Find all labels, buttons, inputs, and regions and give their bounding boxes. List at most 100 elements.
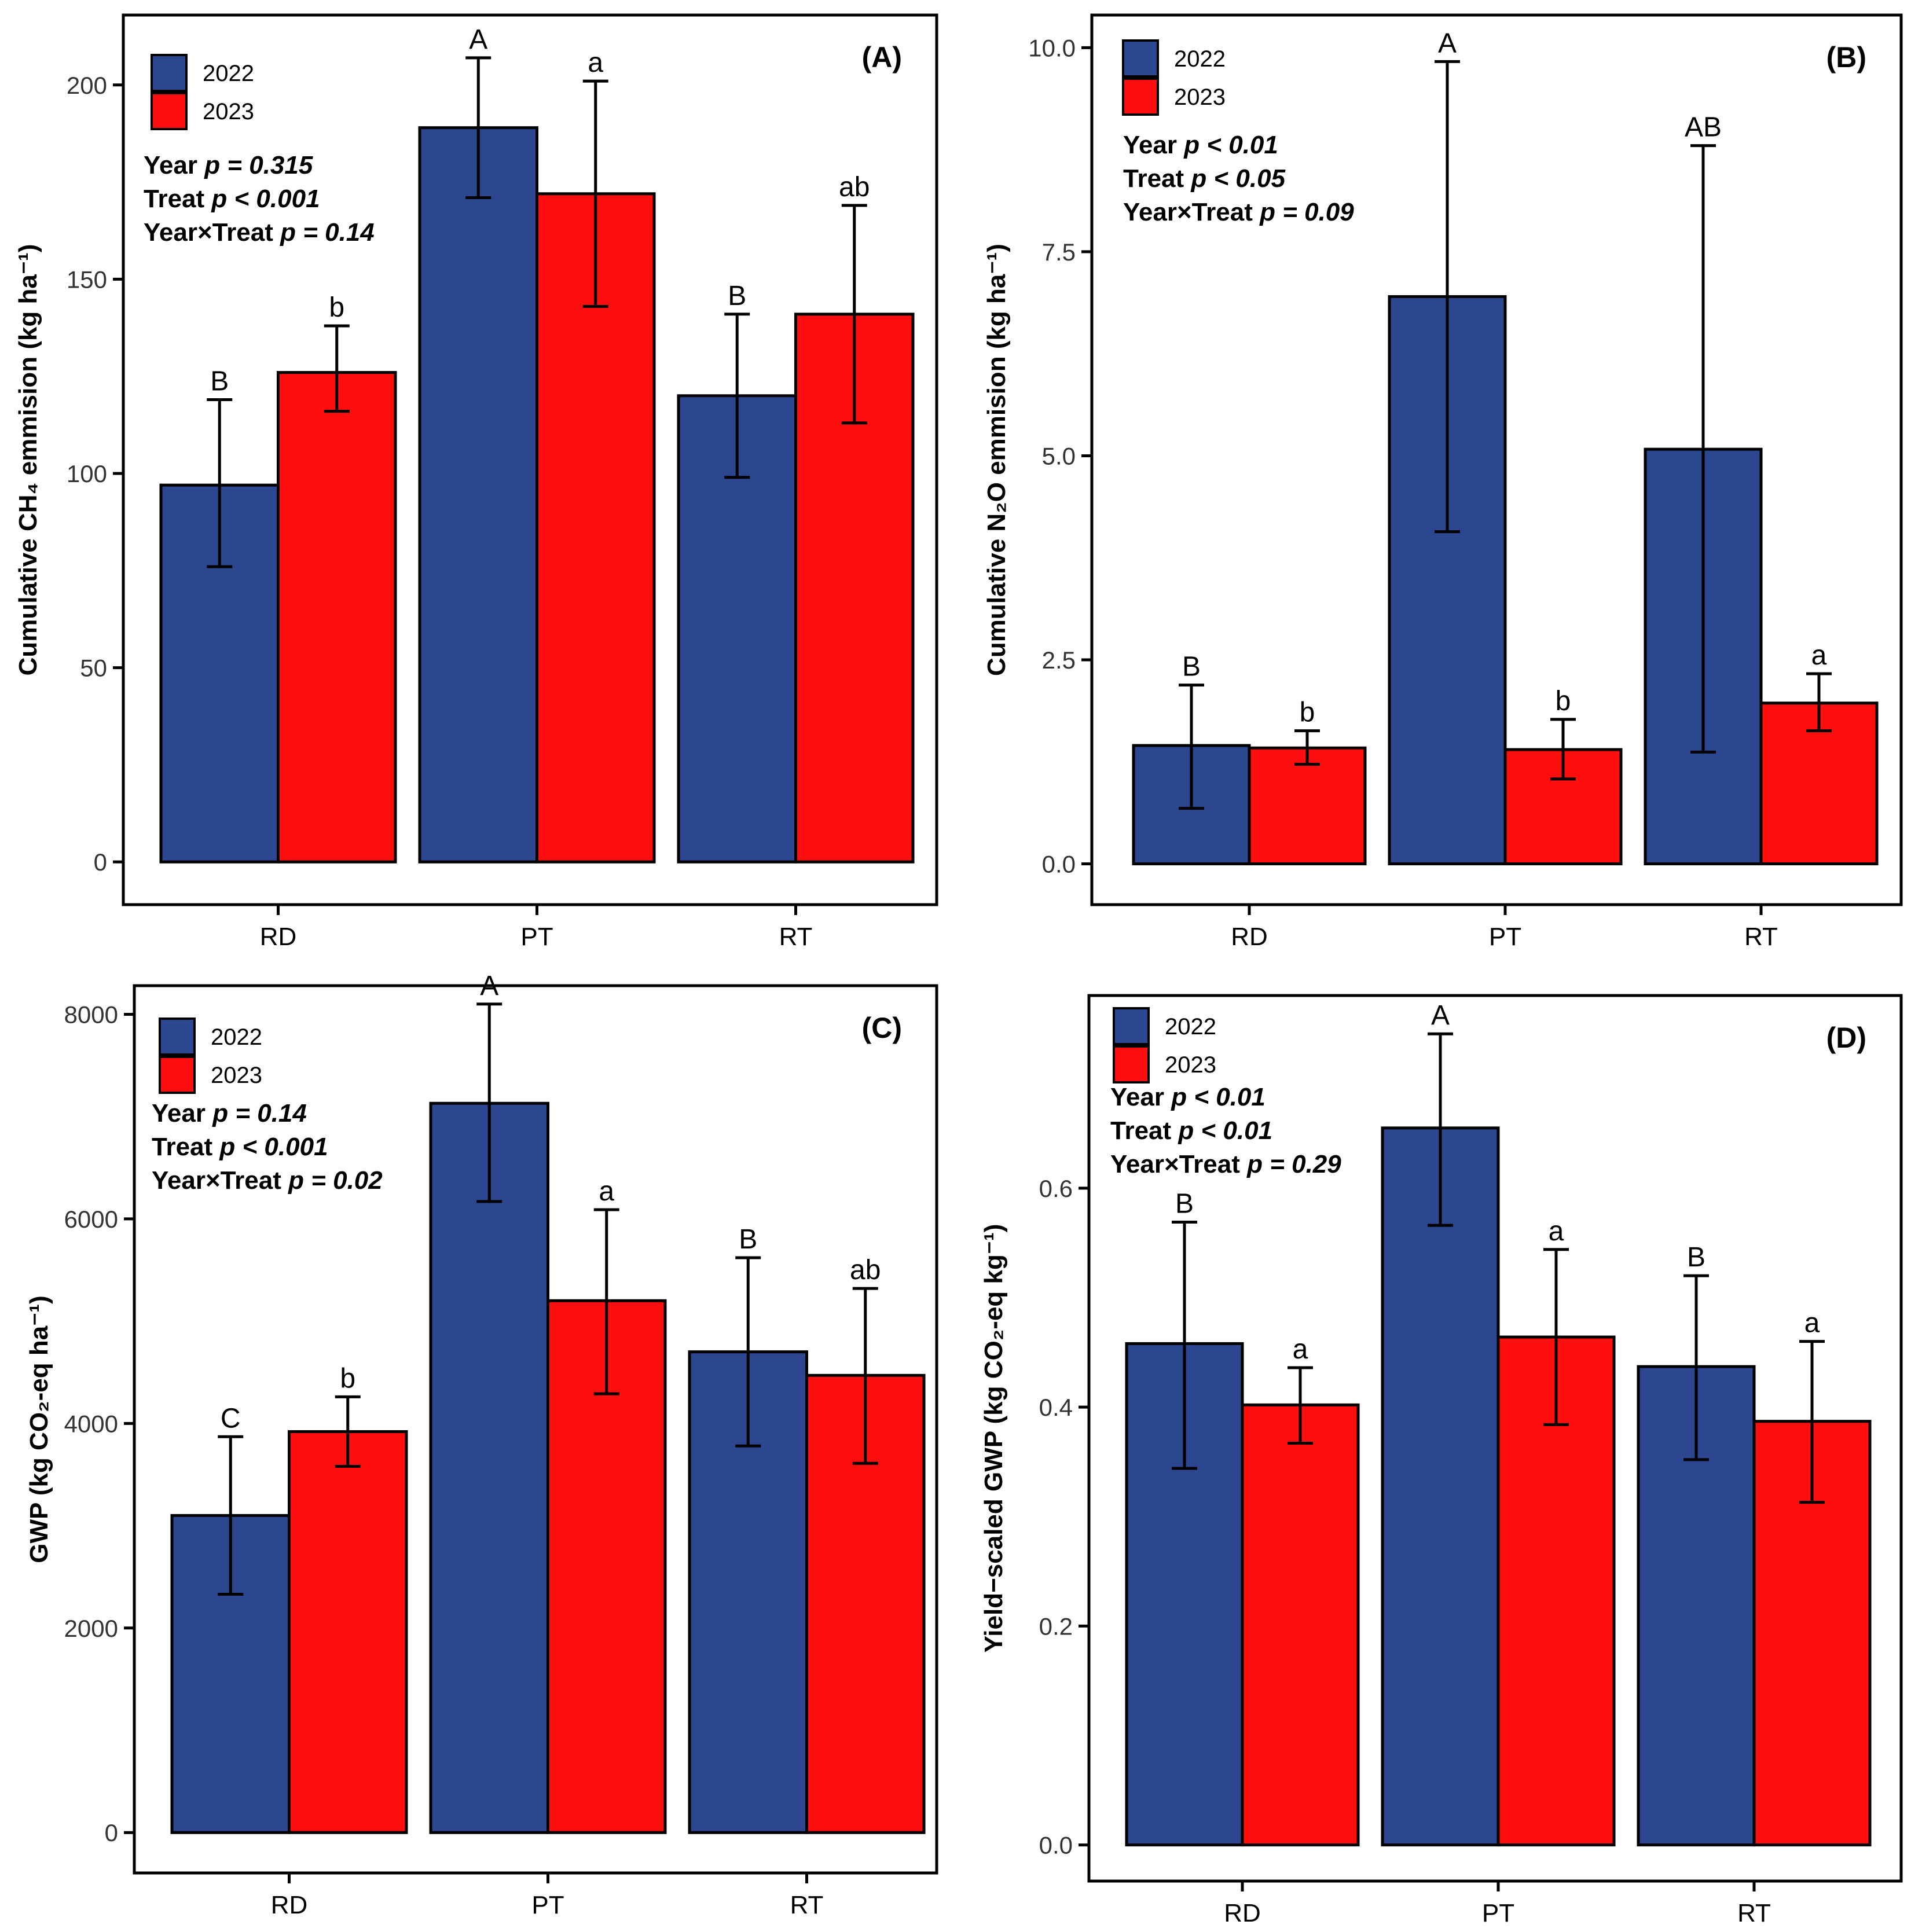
significance-letter: a <box>599 1176 614 1207</box>
x-tick-label: RT <box>779 923 813 951</box>
significance-letter: b <box>1300 697 1315 728</box>
stat-value: p < 0.05 <box>1190 164 1285 193</box>
stat-value: p = 0.315 <box>204 151 313 179</box>
panel-label: (D) <box>1826 1022 1866 1054</box>
stat-value: p = 0.14 <box>212 1099 307 1127</box>
plot-frame <box>122 13 938 906</box>
bar-2023-RD <box>277 370 397 864</box>
stat-line: Treat p < 0.001 <box>144 185 320 213</box>
legend-key-2023 <box>159 1056 196 1094</box>
stat-line: Year×Treat p = 0.29 <box>1110 1150 1341 1178</box>
significance-letter: B <box>1175 1188 1194 1219</box>
x-tick-label: RT <box>790 1891 824 1919</box>
significance-letter: b <box>329 292 344 323</box>
significance-letter: a <box>1804 1308 1820 1339</box>
x-tick-label: PT <box>1482 1899 1514 1927</box>
x-tick-label: PT <box>520 923 553 951</box>
y-tick-label: 100 <box>67 460 107 487</box>
y-tick-label: 5.0 <box>1042 442 1076 469</box>
y-tick-label: 4000 <box>64 1410 118 1437</box>
legend-key-2022 <box>159 1018 196 1056</box>
legend-label: 2023 <box>211 1063 262 1088</box>
plot-frame <box>133 984 938 1875</box>
stat-value: p < 0.01 <box>1183 131 1278 159</box>
stat-term: Treat <box>152 1133 213 1161</box>
panel-2: 0.0 2.5 5.0 7.5 10.0 Cumulative N₂O emmision … <box>982 13 1903 951</box>
significance-letter: B <box>210 366 229 396</box>
legend-key-2023 <box>151 92 188 130</box>
panel-1: 0 50 100 150 200 Cumulative CH₄ emmision (kg … <box>14 13 938 951</box>
x-tick-label: RD <box>271 1891 308 1919</box>
legend-key-2022 <box>151 54 188 92</box>
stat-line: Year p = 0.315 <box>144 151 313 179</box>
x-tick-label: PT <box>1489 923 1521 951</box>
significance-letter: B <box>1687 1242 1705 1273</box>
y-axis-title: Yield−scaled GWP (kg CO₂-eq kg⁻¹) <box>980 1224 1008 1653</box>
stat-line: Year p < 0.01 <box>1110 1083 1266 1111</box>
y-tick-label: 0.6 <box>1039 1175 1073 1202</box>
bar-2023-RD <box>288 1430 408 1834</box>
stat-line: Year×Treat p = 0.02 <box>152 1166 383 1195</box>
y-tick-label: 0 <box>105 1819 118 1846</box>
stat-value: p = 0.09 <box>1259 198 1354 226</box>
panel-3: 0 2000 4000 6000 8000 GWP (kg CO₂-eq ha⁻¹) RD C… <box>25 971 938 1919</box>
y-tick-label: 200 <box>67 72 107 99</box>
stat-value: p < 0.001 <box>219 1133 328 1161</box>
stat-term: Treat <box>144 185 205 213</box>
bar-2023-RT <box>794 313 915 864</box>
y-tick-label: 0 <box>94 849 107 876</box>
y-tick-label: 2000 <box>64 1615 118 1642</box>
legend-key-2023 <box>1122 78 1159 116</box>
significance-letter: B <box>739 1224 757 1255</box>
y-tick-label: 0.4 <box>1039 1394 1073 1421</box>
panel-label: (B) <box>1826 41 1866 74</box>
x-tick-label: RD <box>260 923 297 951</box>
significance-letter: A <box>1431 1000 1450 1031</box>
significance-letter: a <box>1549 1216 1564 1247</box>
legend-label: 2022 <box>1174 46 1226 72</box>
panel-label: (C) <box>862 1012 902 1044</box>
significance-letter: b <box>340 1363 355 1394</box>
legend-label: 2022 <box>203 61 254 86</box>
plot-frame <box>1090 13 1903 906</box>
significance-letter: a <box>1293 1334 1308 1365</box>
legend-label: 2023 <box>203 99 254 124</box>
stat-value: p < 0.01 <box>1178 1116 1272 1145</box>
y-axis-title: GWP (kg CO₂-eq ha⁻¹) <box>25 1295 53 1563</box>
stat-term: Year <box>1123 131 1177 159</box>
significance-letter: ab <box>850 1255 881 1285</box>
stat-term: Treat <box>1110 1116 1172 1145</box>
stat-line: Year p < 0.01 <box>1123 131 1278 159</box>
panel-label: (A) <box>862 41 902 74</box>
stat-value: p = 0.29 <box>1246 1150 1341 1178</box>
bar-2022-PT <box>429 1101 549 1834</box>
stat-line: Treat p < 0.001 <box>152 1133 328 1161</box>
y-tick-label: 7.5 <box>1042 238 1076 266</box>
stat-term: Year×Treat <box>1110 1150 1240 1178</box>
x-tick-label: PT <box>531 1891 564 1919</box>
significance-letter: A <box>1438 28 1457 58</box>
significance-letter: b <box>1556 686 1571 717</box>
significance-letter: A <box>469 24 487 55</box>
stat-line: Year×Treat p = 0.09 <box>1123 198 1354 226</box>
legend-key-2022 <box>1122 39 1159 78</box>
y-tick-label: 10.0 <box>1028 34 1076 61</box>
y-tick-label: 6000 <box>64 1206 118 1233</box>
x-tick-label: RD <box>1224 1899 1261 1927</box>
y-tick-label: 8000 <box>64 1001 118 1028</box>
legend-label: 2023 <box>1174 85 1226 110</box>
stat-term: Year×Treat <box>1123 198 1253 226</box>
stat-value: p < 0.01 <box>1171 1083 1266 1111</box>
stat-line: Year p = 0.14 <box>152 1099 307 1127</box>
legend-label: 2023 <box>1165 1052 1216 1078</box>
plot-frame <box>1087 994 1903 1883</box>
stat-line: Treat p < 0.01 <box>1110 1116 1272 1145</box>
significance-letter: AB <box>1685 112 1722 143</box>
y-axis-title: Cumulative N₂O emmision (kg ha⁻¹) <box>982 244 1011 676</box>
legend-label: 2022 <box>1165 1014 1216 1040</box>
stat-value: p < 0.001 <box>211 185 320 213</box>
significance-letter: a <box>1811 640 1827 671</box>
stat-line: Treat p < 0.05 <box>1123 164 1286 193</box>
y-axis-title: Cumulative CH₄ emmision (kg ha⁻¹) <box>14 244 42 676</box>
significance-letter: C <box>221 1403 241 1434</box>
